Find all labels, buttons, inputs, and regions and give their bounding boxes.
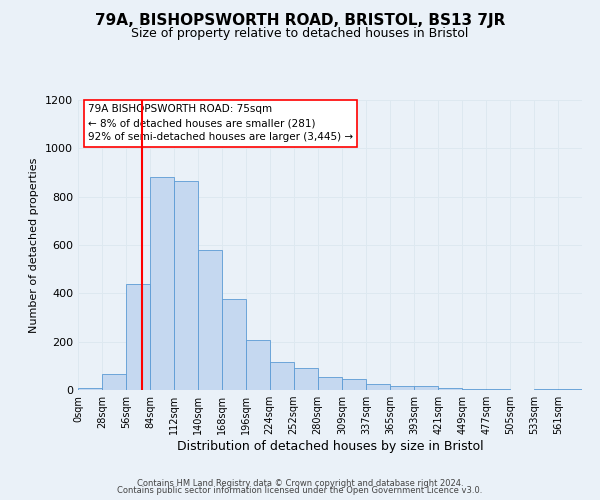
Bar [174, 181, 198, 390]
Y-axis label: Number of detached properties: Number of detached properties [29, 158, 40, 332]
Bar [317, 376, 343, 390]
Bar [246, 340, 269, 390]
X-axis label: Distribution of detached houses by size in Bristol: Distribution of detached houses by size … [176, 440, 484, 453]
Text: Contains HM Land Registry data © Crown copyright and database right 2024.: Contains HM Land Registry data © Crown c… [137, 478, 463, 488]
Bar [343, 379, 367, 390]
Text: 79A BISHOPSWORTH ROAD: 75sqm
← 8% of detached houses are smaller (281)
92% of se: 79A BISHOPSWORTH ROAD: 75sqm ← 8% of det… [88, 104, 353, 142]
Bar [198, 250, 222, 390]
Bar [462, 389, 486, 390]
Bar [150, 178, 174, 390]
Bar [126, 284, 150, 390]
Bar [269, 362, 293, 390]
Text: Contains public sector information licensed under the Open Government Licence v3: Contains public sector information licen… [118, 486, 482, 495]
Bar [293, 368, 317, 390]
Bar [78, 388, 102, 390]
Bar [438, 388, 462, 390]
Bar [558, 389, 582, 390]
Text: 79A, BISHOPSWORTH ROAD, BRISTOL, BS13 7JR: 79A, BISHOPSWORTH ROAD, BRISTOL, BS13 7J… [95, 12, 505, 28]
Bar [222, 300, 246, 390]
Bar [414, 386, 438, 390]
Bar [534, 389, 558, 390]
Bar [367, 384, 391, 390]
Text: Size of property relative to detached houses in Bristol: Size of property relative to detached ho… [131, 28, 469, 40]
Bar [102, 374, 126, 390]
Bar [391, 386, 414, 390]
